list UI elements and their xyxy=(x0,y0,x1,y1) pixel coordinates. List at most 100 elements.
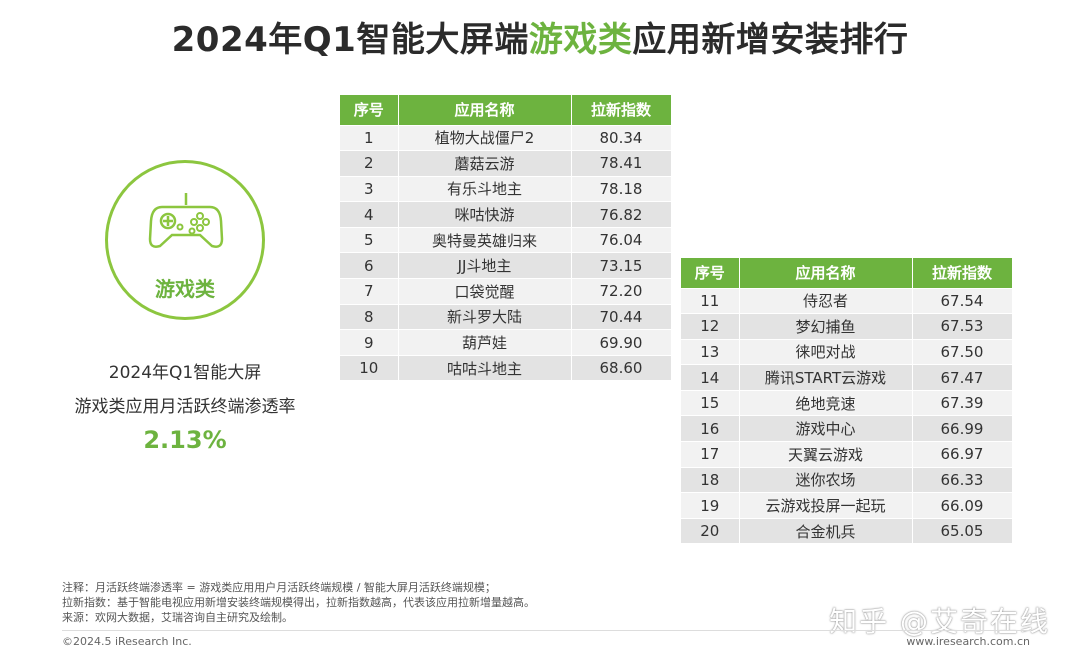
stat-line2: 游戏类应用月活跃终端渗透率 xyxy=(74,397,296,417)
table-row: 1 植物大战僵尸2 80.34 xyxy=(340,125,672,152)
table-row: 10 咕咕斗地主 68.60 xyxy=(340,355,672,382)
app-name-cell: 植物大战僵尸2 xyxy=(398,125,572,152)
index-cell: 66.09 xyxy=(912,492,1013,519)
stat-line1: 2024年Q1智能大屏 xyxy=(108,363,262,383)
col-index-header: 拉新指数 xyxy=(912,258,1013,289)
index-cell: 65.05 xyxy=(912,518,1013,545)
rank-cell: 5 xyxy=(340,227,399,254)
rank-cell: 6 xyxy=(340,252,399,280)
table-row: 8 新斗罗大陆 70.44 xyxy=(340,304,672,331)
penetration-rate: 2.13% xyxy=(143,426,227,454)
rank-cell: 19 xyxy=(681,492,740,519)
rank-cell: 11 xyxy=(681,288,740,315)
index-cell: 67.54 xyxy=(912,288,1013,315)
copyright: ©2024.5 iResearch Inc. xyxy=(62,635,192,648)
col-name-header: 应用名称 xyxy=(739,258,913,289)
table-row: 6 JJ斗地主 73.15 xyxy=(340,252,672,280)
ranking-table-1: 序号 应用名称 拉新指数 1 植物大战僵尸2 80.34 2 蘑菇云游 78.41 3 有乐斗… xyxy=(340,95,672,382)
table-row: 4 咪咕快游 76.82 xyxy=(340,201,672,228)
col-index-header: 拉新指数 xyxy=(571,95,672,126)
ranking-table-2: 序号 应用名称 拉新指数 11 侍忍者 67.54 12 梦幻捕鱼 67.53 13 徕吧对战… xyxy=(681,258,1013,545)
title-part2: 应用新增安装排行 xyxy=(632,20,909,60)
index-cell: 73.15 xyxy=(571,252,672,280)
app-name-cell: 有乐斗地主 xyxy=(398,176,572,203)
index-cell: 67.47 xyxy=(912,364,1013,391)
page-title: 2024年Q1智能大屏端游戏类应用新增安装排行 xyxy=(0,12,1080,61)
note-line3: 来源：欢网大数据，艾瑞咨询自主研究及绘制。 xyxy=(62,611,293,624)
index-cell: 70.44 xyxy=(571,304,672,331)
table-row: 19 云游戏投屏一起玩 66.09 xyxy=(681,492,1013,519)
table-row: 20 合金机兵 65.05 xyxy=(681,518,1013,545)
index-cell: 76.82 xyxy=(571,201,672,228)
title-part1: 2024年Q1智能大屏端 xyxy=(171,20,529,60)
table-row: 15 绝地竞速 67.39 xyxy=(681,390,1013,417)
app-name-cell: 绝地竞速 xyxy=(739,390,913,417)
app-name-cell: 新斗罗大陆 xyxy=(398,304,572,331)
rank-cell: 10 xyxy=(340,355,399,382)
app-name-cell: 合金机兵 xyxy=(739,518,913,545)
watermark: 知乎 @艾奇在线 xyxy=(829,605,1050,638)
app-name-cell: 游戏中心 xyxy=(739,415,913,443)
app-name-cell: 奥特曼英雄归来 xyxy=(398,227,572,254)
table-row: 2 蘑菇云游 78.41 xyxy=(340,150,672,177)
app-name-cell: 咪咕快游 xyxy=(398,201,572,228)
col-name-header: 应用名称 xyxy=(398,95,572,126)
index-cell: 67.50 xyxy=(912,339,1013,366)
table-row: 5 奥特曼英雄归来 76.04 xyxy=(340,227,672,254)
index-cell: 80.34 xyxy=(571,125,672,152)
rank-cell: 1 xyxy=(340,125,399,152)
rank-cell: 17 xyxy=(681,441,740,468)
app-name-cell: 葫芦娃 xyxy=(398,329,572,356)
rank-cell: 9 xyxy=(340,329,399,356)
table-row: 12 梦幻捕鱼 67.53 xyxy=(681,313,1013,340)
site-url: www.iresearch.com.cn xyxy=(906,635,1030,648)
table-row: 3 有乐斗地主 78.18 xyxy=(340,176,672,203)
rank-cell: 14 xyxy=(681,364,740,391)
app-name-cell: 蘑菇云游 xyxy=(398,150,572,177)
index-cell: 78.41 xyxy=(571,150,672,177)
table-row: 7 口袋觉醒 72.20 xyxy=(340,278,672,305)
rank-cell: 18 xyxy=(681,467,740,494)
index-cell: 69.90 xyxy=(571,329,672,356)
rank-cell: 3 xyxy=(340,176,399,203)
app-name-cell: 天翼云游戏 xyxy=(739,441,913,468)
rank-cell: 8 xyxy=(340,304,399,331)
table-row: 14 腾讯START云游戏 67.47 xyxy=(681,364,1013,391)
app-name-cell: 腾讯START云游戏 xyxy=(739,364,913,391)
app-name-cell: 迷你农场 xyxy=(739,467,913,494)
app-name-cell: JJ斗地主 xyxy=(398,252,572,280)
index-cell: 67.39 xyxy=(912,390,1013,417)
app-name-cell: 侍忍者 xyxy=(739,288,913,315)
note-line2: 拉新指数：基于智能电视应用新增安装终端规模得出，拉新指数越高，代表该应用拉新增量… xyxy=(62,596,535,609)
index-cell: 66.33 xyxy=(912,467,1013,494)
col-rank-header: 序号 xyxy=(681,258,740,289)
index-cell: 68.60 xyxy=(571,355,672,382)
rank-cell: 15 xyxy=(681,390,740,417)
table-row: 9 葫芦娃 69.90 xyxy=(340,329,672,356)
rank-cell: 13 xyxy=(681,339,740,366)
title-highlight: 游戏类 xyxy=(528,20,633,60)
notes: 注释：月活跃终端渗透率 = 游戏类应用用户月活跃终端规模 / 智能大屏月活跃终端… xyxy=(62,580,535,625)
col-rank-header: 序号 xyxy=(340,95,399,126)
table-row: 17 天翼云游戏 66.97 xyxy=(681,441,1013,468)
app-name-cell: 徕吧对战 xyxy=(739,339,913,366)
rank-cell: 2 xyxy=(340,150,399,177)
rank-cell: 16 xyxy=(681,415,740,443)
app-name-cell: 梦幻捕鱼 xyxy=(739,313,913,340)
rank-cell: 4 xyxy=(340,201,399,228)
note-line1: 注释：月活跃终端渗透率 = 游戏类应用用户月活跃终端规模 / 智能大屏月活跃终端… xyxy=(62,581,496,594)
index-cell: 72.20 xyxy=(571,278,672,305)
category-badge: 游戏类 xyxy=(105,160,265,320)
table-row: 18 迷你农场 66.33 xyxy=(681,467,1013,494)
index-cell: 78.18 xyxy=(571,176,672,203)
table-row: 16 游戏中心 66.99 xyxy=(681,415,1013,443)
app-name-cell: 咕咕斗地主 xyxy=(398,355,572,382)
table-row: 13 徕吧对战 67.50 xyxy=(681,339,1013,366)
table-row: 11 侍忍者 67.54 xyxy=(681,288,1013,315)
index-cell: 67.53 xyxy=(912,313,1013,340)
rank-cell: 12 xyxy=(681,313,740,340)
rank-cell: 7 xyxy=(340,278,399,305)
footer-divider xyxy=(62,630,1030,631)
index-cell: 76.04 xyxy=(571,227,672,254)
category-label: 游戏类 xyxy=(155,277,215,301)
